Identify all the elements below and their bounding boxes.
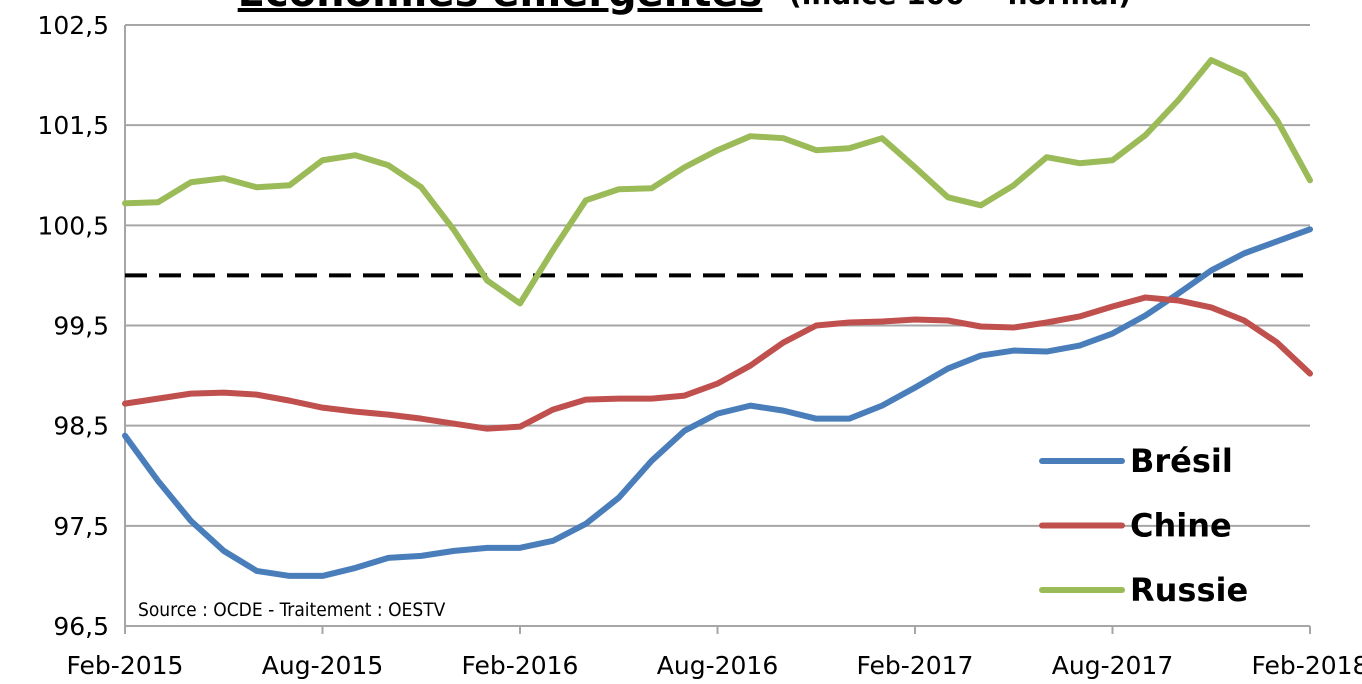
x-tick-label: Aug-2015 bbox=[262, 651, 383, 680]
chart-title: Économies émergentes bbox=[238, 0, 763, 16]
y-tick-label: 101,5 bbox=[37, 111, 109, 140]
x-tick-label: Feb-2017 bbox=[857, 651, 974, 680]
source-note: Source : OCDE - Traitement : OESTV bbox=[138, 599, 446, 621]
y-tick-label: 99,5 bbox=[53, 312, 109, 341]
y-tick-label: 97,5 bbox=[53, 512, 109, 541]
legend-label: Russie bbox=[1130, 571, 1248, 609]
x-tick-label: Feb-2016 bbox=[462, 651, 579, 680]
chart-subtitle: (indice 100 = normal) bbox=[789, 0, 1131, 11]
series-line bbox=[122, 226, 1313, 579]
y-tick-label: 98,5 bbox=[53, 412, 109, 441]
x-tick-label: Feb-2018 bbox=[1252, 651, 1362, 680]
legend-label: Brésil bbox=[1130, 442, 1233, 480]
series-line bbox=[122, 57, 1313, 307]
y-tick-label: 100,5 bbox=[37, 211, 109, 240]
y-tick-label: 96,5 bbox=[53, 612, 109, 641]
x-tick-label: Aug-2016 bbox=[657, 651, 778, 680]
x-tick-label: Aug-2017 bbox=[1052, 651, 1173, 680]
x-tick-label: Feb-2015 bbox=[67, 651, 184, 680]
series-line bbox=[122, 294, 1313, 432]
y-tick-label: 102,5 bbox=[37, 11, 109, 40]
legend-label: Chine bbox=[1130, 507, 1232, 545]
